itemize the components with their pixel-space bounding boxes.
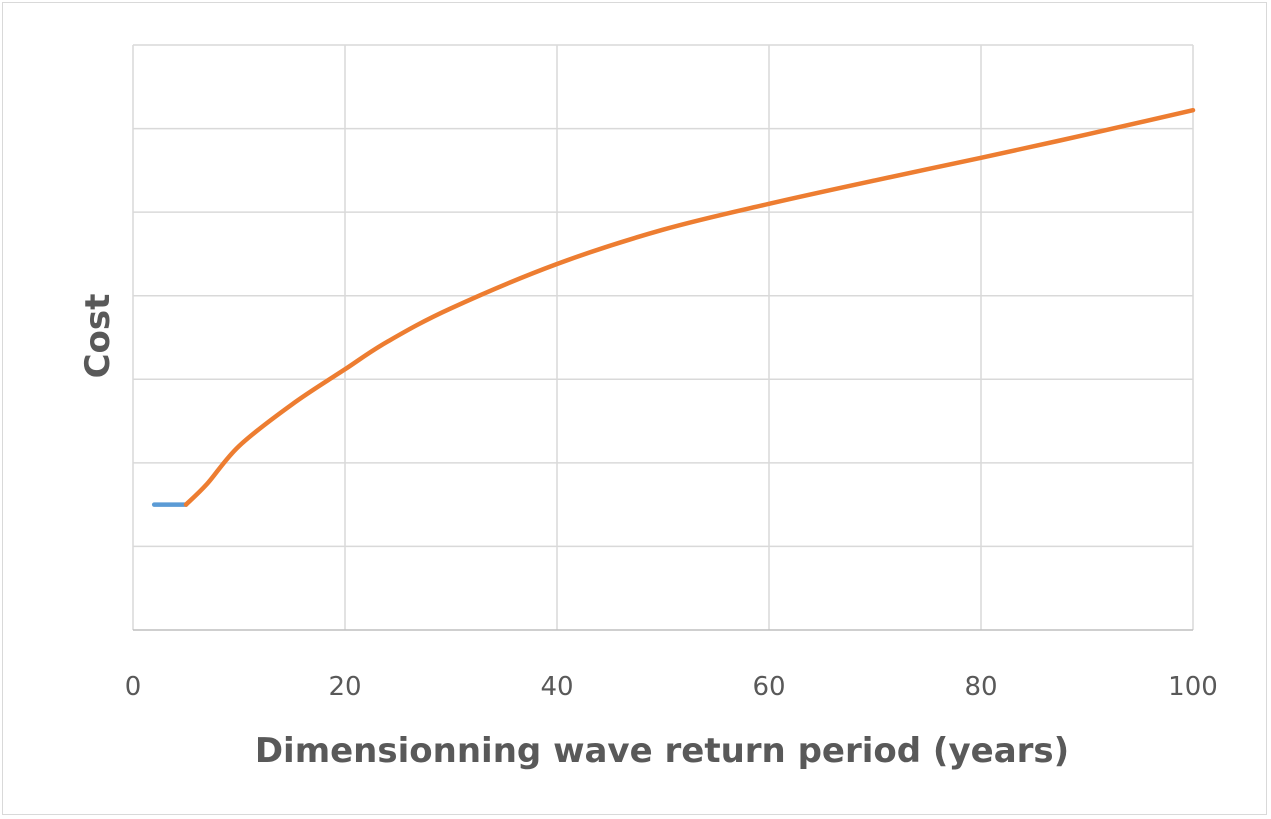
grid [133,44,1194,630]
series-layer [151,107,1196,507]
x-axis-title: Dimensionning wave return period (years) [255,731,1069,771]
x-tick-labels: 0 20 40 60 80 100 [125,672,1218,702]
x-tick-label: 100 [1168,672,1218,702]
axes [132,45,1193,631]
x-tick-label: 0 [125,672,142,702]
x-tick-label: 80 [964,672,997,702]
series-line-2 [183,107,1196,507]
x-tick-label: 60 [752,672,785,702]
x-tick-label: 20 [328,672,361,702]
y-axis-title: Cost [78,294,118,379]
x-tick-label: 40 [540,672,573,702]
